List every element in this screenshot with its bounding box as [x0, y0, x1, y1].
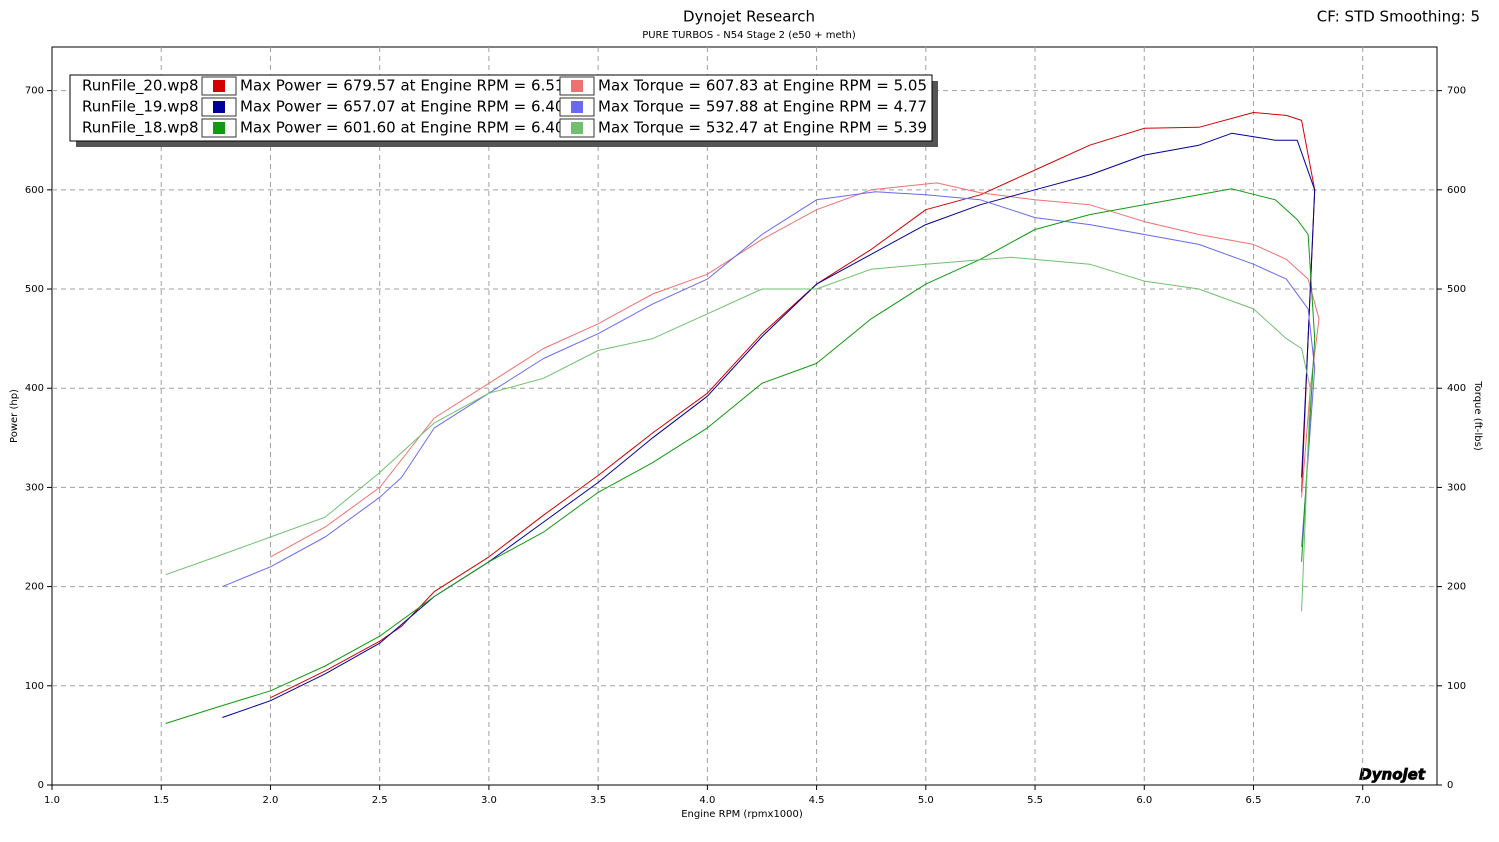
x-tick-label: 1.5 [153, 795, 169, 806]
x-tick-label: 3.0 [481, 795, 497, 806]
y2-tick-label: 500 [1447, 284, 1466, 295]
y-tick-label: 300 [25, 482, 44, 493]
y2-tick-label: 100 [1447, 681, 1466, 692]
x-tick-label: 3.5 [590, 795, 606, 806]
legend-swatch [571, 80, 583, 92]
legend-label: Max Power = 679.57 at Engine RPM = 6.51 [240, 77, 564, 95]
legend-swatch [213, 80, 225, 92]
legend-label: Max Power = 657.07 at Engine RPM = 6.40 [240, 98, 564, 116]
chart-subtitle: PURE TURBOS - N54 Stage 2 (e50 + meth) [642, 30, 856, 41]
x-tick-label: 5.0 [918, 795, 934, 806]
y-tick-label: 200 [25, 582, 44, 593]
plot-frame [51, 46, 1438, 786]
x-tick-label: 5.5 [1027, 795, 1043, 806]
y2-axis-label: Torque (ft-lbs) [1472, 380, 1483, 451]
y2-tick-label: 200 [1447, 582, 1466, 593]
legend-label: Max Power = 601.60 at Engine RPM = 6.40 [240, 119, 564, 137]
x-tick-label: 4.5 [809, 795, 825, 806]
series-line [222, 191, 1316, 588]
y2-tick-label: 300 [1447, 482, 1466, 493]
chart-title: Dynojet Research [683, 8, 815, 26]
legend-label: Max Torque = 607.83 at Engine RPM = 5.05 [598, 77, 927, 95]
series-line [270, 112, 1316, 699]
y-tick-label: 700 [25, 86, 44, 97]
y-axis-label: Power (hp) [9, 389, 20, 443]
x-tick-label: 6.0 [1136, 795, 1152, 806]
x-tick-label: 4.0 [699, 795, 715, 806]
y-tick-label: 500 [25, 284, 44, 295]
x-tick-label: 1.0 [44, 795, 60, 806]
y-tick-label: 100 [25, 681, 44, 692]
legend-swatch [571, 101, 583, 113]
x-tick-label: 7.0 [1355, 795, 1371, 806]
x-tick-label: 2.0 [263, 795, 279, 806]
y2-tick-label: 0 [1447, 780, 1453, 791]
series-line [165, 256, 1311, 612]
legend-run: RunFile_19.wp8 [82, 98, 199, 117]
x-tick-label: 6.5 [1246, 795, 1262, 806]
y-tick-label: 0 [38, 780, 44, 791]
legend-run: RunFile_20.wp8 [82, 77, 199, 96]
legend-swatch [571, 122, 583, 134]
header-right: CF: STD Smoothing: 5 [1317, 8, 1480, 26]
logo: Dynojet [1359, 766, 1426, 784]
series-line [270, 182, 1320, 558]
legend-label: Max Torque = 597.88 at Engine RPM = 4.77 [598, 98, 927, 116]
y-tick-label: 400 [25, 383, 44, 394]
legend-swatch [213, 101, 225, 113]
x-axis-label: Engine RPM (rpmx1000) [681, 809, 803, 820]
series-line [165, 188, 1316, 724]
y2-tick-label: 700 [1447, 86, 1466, 97]
x-tick-label: 2.5 [372, 795, 388, 806]
legend-run: RunFile_18.wp8 [82, 119, 199, 138]
y2-tick-label: 600 [1447, 185, 1466, 196]
legend-label: Max Torque = 532.47 at Engine RPM = 5.39 [598, 119, 927, 137]
y-tick-label: 600 [25, 185, 44, 196]
y2-tick-label: 400 [1447, 383, 1466, 394]
legend-swatch [213, 122, 225, 134]
